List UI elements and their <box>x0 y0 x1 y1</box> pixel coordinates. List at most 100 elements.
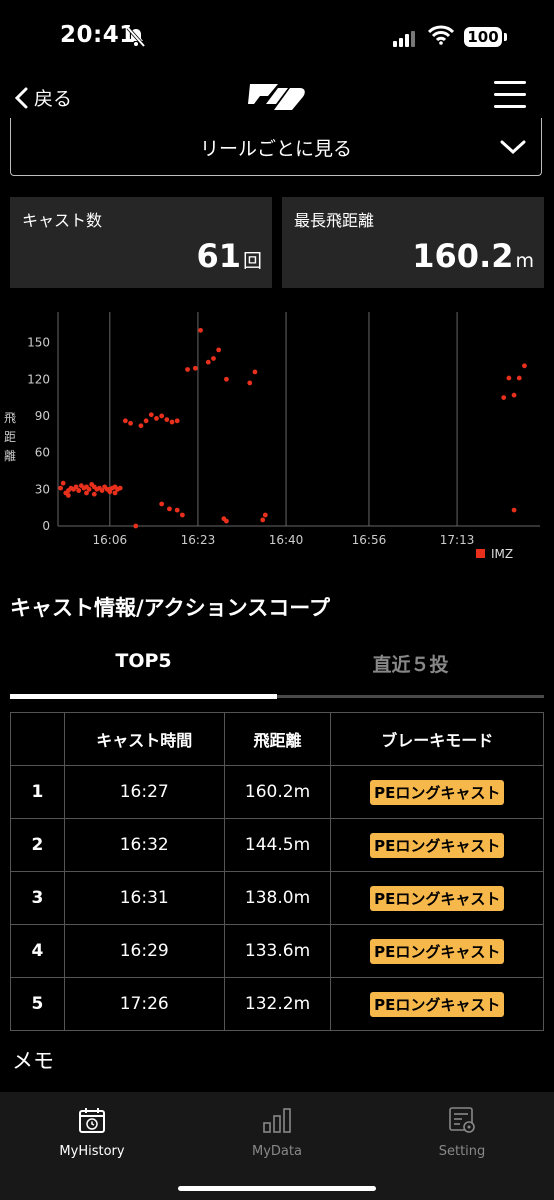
wifi-icon <box>428 25 454 45</box>
brake-mode-badge: PEロングキャスト <box>370 991 505 1017</box>
data-point <box>522 363 527 369</box>
x-tick-label: 16:23 <box>181 533 216 547</box>
battery-icon: 100 <box>464 27 502 47</box>
data-point <box>262 512 268 518</box>
data-point <box>198 327 203 333</box>
legend-label: IMZ <box>491 547 513 561</box>
calendar-history-icon <box>79 1108 105 1133</box>
data-point <box>84 490 89 496</box>
memo-title: メモ <box>12 1049 54 1073</box>
row-distance: 160.2m <box>223 765 332 819</box>
data-point <box>148 412 154 418</box>
back-button[interactable]: 戻る <box>14 84 72 111</box>
table-row: 2 16:32 144.5m PEロングキャスト <box>10 818 544 872</box>
data-point <box>112 484 118 490</box>
data-point <box>60 480 66 486</box>
cast-count-value: 61 回 <box>196 237 262 275</box>
legend-swatch <box>476 549 485 558</box>
data-point <box>143 418 149 424</box>
top5-table: キャスト時間 飛距離 ブレーキモード 1 16:27 160.2m PEロングキ… <box>10 712 544 1031</box>
tab-underline-active <box>10 694 277 699</box>
max-distance-title: 最長飛距離 <box>294 211 375 230</box>
data-point <box>122 418 128 424</box>
table-header-row: キャスト時間 飛距離 ブレーキモード <box>10 712 544 766</box>
data-point <box>65 493 71 498</box>
x-tick-label: 17:13 <box>440 533 475 547</box>
row-time: 16:29 <box>63 924 225 978</box>
row-time: 16:32 <box>63 818 225 872</box>
data-point <box>138 423 144 429</box>
row-mode-cell: PEロングキャスト <box>330 765 544 819</box>
data-point <box>133 523 139 529</box>
data-point <box>511 392 517 398</box>
hamburger-menu-icon[interactable] <box>494 81 526 117</box>
tab-recent5[interactable]: 直近５投 <box>372 654 449 676</box>
data-point <box>216 347 222 353</box>
reel-selector-label: リールごとに見る <box>199 138 352 160</box>
row-distance: 133.6m <box>223 924 332 978</box>
header-cast-time: キャスト時間 <box>63 712 225 766</box>
data-point <box>167 506 172 512</box>
daiwa-logo-icon <box>248 84 305 110</box>
row-time: 16:31 <box>63 871 225 925</box>
data-point <box>501 395 507 400</box>
data-point <box>169 419 175 425</box>
row-distance: 144.5m <box>223 818 332 872</box>
data-point <box>107 486 113 492</box>
data-point <box>205 359 211 365</box>
row-mode-cell: PEロングキャスト <box>330 871 544 925</box>
bottom-tab-bar: MyHistory MyData Setting <box>0 1092 554 1200</box>
row-mode-cell: PEロングキャスト <box>330 818 544 872</box>
cast-count-title: キャスト数 <box>22 211 103 230</box>
reel-selector-dropdown[interactable]: リールごとに見る <box>10 118 542 176</box>
tabbar-item-setting[interactable]: Setting <box>392 1106 532 1159</box>
table-row: 5 17:26 132.2m PEロングキャスト <box>10 977 544 1031</box>
row-rank: 3 <box>10 871 65 925</box>
brake-mode-badge: PEロングキャスト <box>370 779 505 805</box>
row-mode-cell: PEロングキャスト <box>330 977 544 1031</box>
section-title: キャスト情報/アクションスコープ <box>10 596 330 620</box>
table-row: 4 16:29 133.6m PEロングキャスト <box>10 924 544 978</box>
header-distance: 飛距離 <box>223 712 332 766</box>
battery-tip <box>504 33 507 41</box>
row-distance: 138.0m <box>223 871 332 925</box>
data-point <box>117 485 123 491</box>
chevron-left-icon <box>14 87 28 108</box>
tabbar-item-mydata[interactable]: MyData <box>207 1106 347 1159</box>
settings-list-icon <box>449 1107 475 1133</box>
row-time: 17:26 <box>63 977 225 1031</box>
ylabel-char: 距 <box>4 430 16 444</box>
brake-mode-badge: PEロングキャスト <box>370 885 505 911</box>
tabbar-label-setting: Setting <box>438 1144 486 1159</box>
header-brake-mode: ブレーキモード <box>330 712 544 766</box>
back-label: 戻る <box>34 88 73 110</box>
y-tick-label: 90 <box>35 409 50 423</box>
home-indicator <box>178 1186 376 1191</box>
cellular-signal-icon <box>393 28 417 47</box>
data-point <box>154 415 159 421</box>
data-point <box>247 380 253 386</box>
tabbar-item-myhistory[interactable]: MyHistory <box>22 1106 162 1159</box>
data-point <box>185 367 190 372</box>
x-tick-label: 16:56 <box>352 533 387 547</box>
x-tick-label: 16:40 <box>269 533 304 547</box>
data-point <box>192 365 198 371</box>
chart-ylabel: 飛距離 <box>4 411 16 463</box>
header-rank <box>10 712 65 766</box>
tabbar-label-mydata: MyData <box>252 1144 302 1159</box>
table-row: 1 16:27 160.2m PEロングキャスト <box>10 765 544 819</box>
data-point <box>58 485 63 491</box>
ylabel-char: 飛 <box>4 411 16 425</box>
tabbar-label-myhistory: MyHistory <box>59 1144 125 1159</box>
data-point <box>224 376 229 382</box>
data-point <box>159 501 165 507</box>
tab-top5[interactable]: TOP5 <box>115 650 172 672</box>
data-point <box>73 484 79 490</box>
data-point <box>174 418 180 424</box>
bar-chart-icon <box>263 1108 291 1133</box>
data-point <box>174 507 180 513</box>
data-point <box>112 490 118 496</box>
row-time: 16:27 <box>63 765 225 819</box>
data-point <box>86 486 92 492</box>
cast-count-card: キャスト数 61 回 <box>10 197 272 288</box>
